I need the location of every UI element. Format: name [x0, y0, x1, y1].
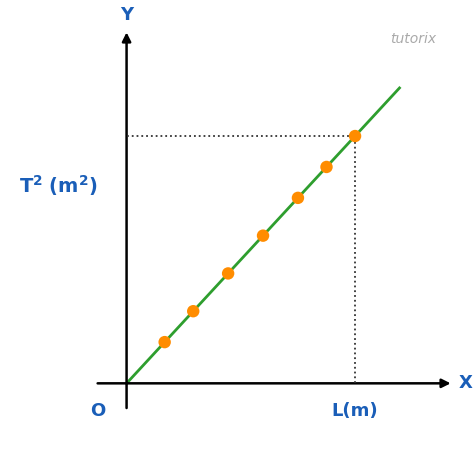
Text: Y: Y [120, 6, 133, 25]
Text: tutorix: tutorix [390, 32, 436, 46]
Point [190, 307, 197, 315]
Point [161, 339, 168, 346]
Text: X: X [458, 375, 472, 392]
Text: L(m): L(m) [332, 402, 378, 420]
Point [259, 232, 267, 239]
Point [323, 163, 330, 171]
Point [224, 270, 232, 277]
Point [294, 194, 302, 202]
Text: O: O [91, 402, 106, 420]
Point [351, 133, 359, 140]
Text: $\mathregular{T^2\ (m^2)}$: $\mathregular{T^2\ (m^2)}$ [19, 173, 98, 198]
